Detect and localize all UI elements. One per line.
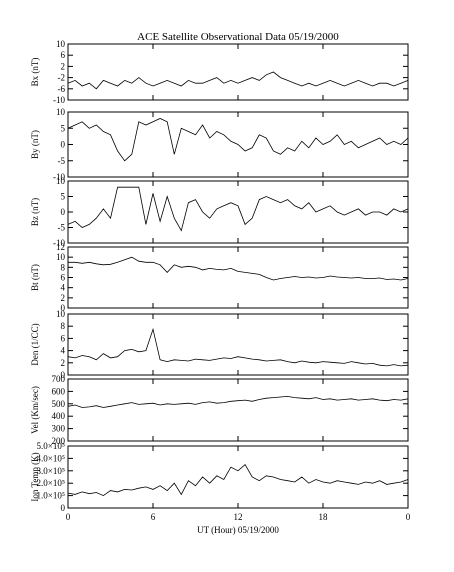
y-tick-label: 4 [61,283,66,293]
y-tick-label: 6 [61,50,66,60]
y-tick-label: 2 [61,358,66,368]
y-tick-label: 0 [61,503,66,513]
y-tick-label: -5 [58,156,66,166]
x-tick-label: 0 [406,512,411,522]
y-tick-label: 5.0×10⁵ [37,441,65,451]
y-tick-label: 400 [52,411,66,421]
y-tick-label: 2.0×10⁵ [37,478,65,488]
y-axis-label: Bt (nT) [30,264,40,291]
y-tick-label: 0 [61,140,66,150]
x-axis-label: UT (Hour) 05/19/2000 [197,525,279,535]
y-axis-label: By (nT) [30,130,40,159]
y-tick-label: 700 [52,374,66,384]
y-tick-label: 4.0×10⁵ [37,453,65,463]
y-tick-label: 10 [56,107,66,117]
plot-frame [67,180,409,244]
plot-frame [67,313,409,376]
plot-frame [67,378,409,442]
y-tick-label: 10 [56,176,66,186]
y-tick-label: 0 [61,303,66,313]
chart-title: ACE Satellite Observational Data 05/19/2… [137,31,339,43]
y-tick-label: 4 [61,346,66,356]
y-tick-label: 6 [61,273,66,283]
y-tick-label: 10 [56,39,66,49]
y-tick-label: 2 [61,61,66,71]
y-tick-label: 8 [61,262,66,272]
plot-frame [67,43,409,101]
plot-frame [67,445,409,509]
y-tick-label: 0 [61,207,66,217]
y-tick-label: 6 [61,333,66,343]
y-axis-label: Bz (nT) [30,198,40,226]
x-tick-label: 0 [66,512,71,522]
y-axis-label: Ion Temp (K) [30,452,40,501]
x-tick-label: 18 [319,512,329,522]
y-tick-label: 3.0×10⁵ [37,466,65,476]
data-line [67,186,409,232]
x-tick-label: 6 [151,512,156,522]
data-line [67,118,409,162]
y-tick-label: 200 [52,436,66,446]
x-tick-label: 12 [234,512,243,522]
data-line [67,395,409,408]
y-tick-label: -10 [53,95,65,105]
y-tick-label: 500 [52,399,66,409]
data-line [67,463,409,497]
data-line [67,327,409,367]
y-axis-label: Bx (nT) [30,58,40,87]
y-tick-label: 10 [56,309,66,319]
y-tick-label: 300 [52,424,66,434]
y-tick-label: 2 [61,293,66,303]
y-tick-label: 5 [61,123,66,133]
y-tick-label: 12 [56,242,65,252]
y-tick-label: 5 [61,192,66,202]
data-line [67,71,409,90]
y-tick-label: 8 [61,321,66,331]
y-tick-label: -2 [58,73,66,83]
y-tick-label: -5 [58,223,66,233]
y-tick-label: 600 [52,386,66,396]
y-axis-label: Den (1/CC) [30,323,40,365]
data-line [68,256,409,281]
y-axis-label: Vel (Km/sec) [30,386,40,434]
y-tick-label: -10 [53,172,65,182]
y-tick-label: 1.0×10⁵ [37,491,65,501]
y-tick-label: 0 [61,370,66,380]
y-tick-label: -10 [53,238,65,248]
y-tick-label: -6 [58,84,66,94]
y-tick-label: 10 [56,252,66,262]
